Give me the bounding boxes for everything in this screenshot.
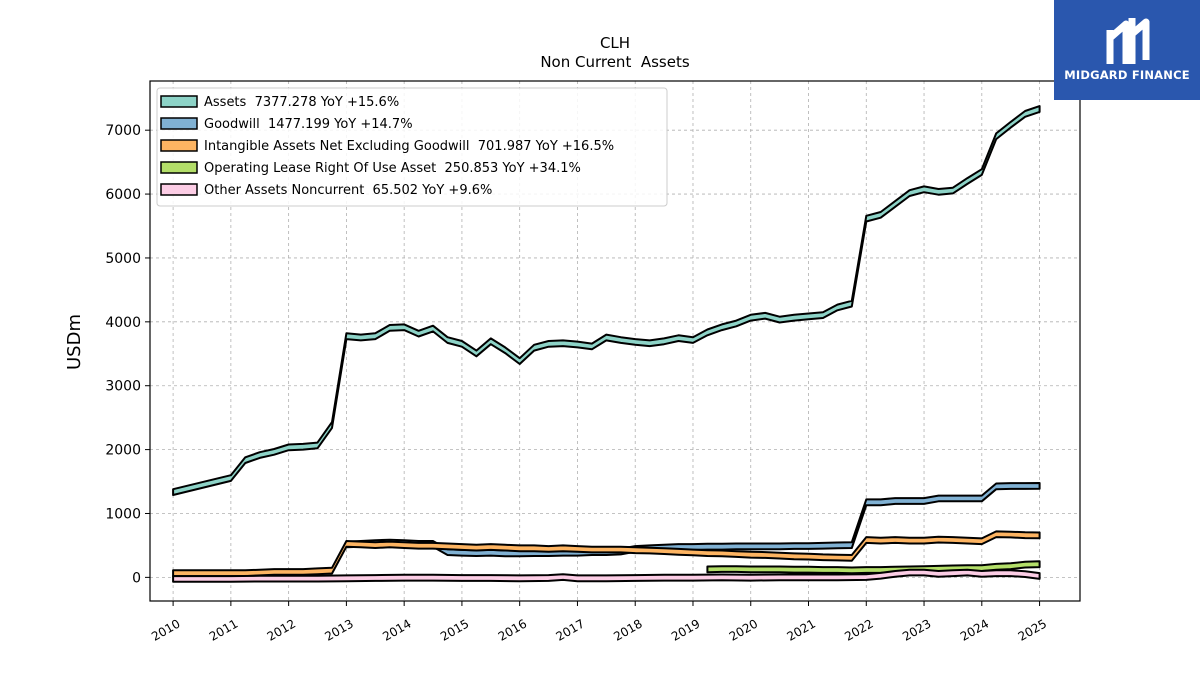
legend-swatch <box>160 161 198 174</box>
y-axis-label: USDm <box>64 314 85 370</box>
x-tick-label: 2021 <box>785 616 818 643</box>
x-tick-label: 2010 <box>149 616 182 643</box>
legend-entry: Goodwill 1477.199 YoY +14.7% <box>204 117 413 132</box>
logo-text: MIDGARD FINANCE <box>1064 68 1190 82</box>
legend-entry: Intangible Assets Net Excluding Goodwill… <box>204 139 614 154</box>
x-tick-label: 2012 <box>265 616 298 643</box>
x-tick-label: 2018 <box>611 616 644 643</box>
y-tick-label: 1000 <box>105 506 141 522</box>
legend-swatch <box>160 139 198 152</box>
x-tick-label: 2020 <box>727 616 760 643</box>
x-tick-label: 2015 <box>438 616 471 643</box>
series-band-5 <box>172 568 1041 583</box>
y-tick-label: 4000 <box>105 315 141 331</box>
legend-swatch <box>160 183 198 196</box>
y-tick-label: 7000 <box>105 123 141 139</box>
x-tick-label: 2016 <box>496 616 529 643</box>
x-tick-label: 2024 <box>958 616 991 643</box>
x-tick-label: 2013 <box>322 616 355 643</box>
y-tick-label: 2000 <box>105 443 141 459</box>
y-tick-label: 3000 <box>105 379 141 395</box>
legend-swatch <box>160 95 198 108</box>
x-tick-label: 2022 <box>842 616 875 643</box>
plot-area: 0 1000 2000 3000 4000 5000 6000 7000 2010 2011 201… <box>105 80 1081 644</box>
y-tick-label: 6000 <box>105 187 141 203</box>
plot-frame <box>149 80 1081 602</box>
x-tick-label: 2017 <box>553 616 586 643</box>
chart-title: CLH <box>600 34 630 52</box>
x-tick-label: 2011 <box>207 616 240 643</box>
series-band-1 <box>172 105 1041 496</box>
x-tick-label: 2025 <box>1016 616 1049 643</box>
x-tick-label: 2014 <box>380 616 413 643</box>
y-tick-label: 5000 <box>105 251 141 267</box>
series-band-3 <box>172 530 1041 578</box>
legend-entry: Other Assets Noncurrent 65.502 YoY +9.6% <box>204 183 492 198</box>
legend-entry: Assets 7377.278 YoY +15.6% <box>204 95 399 110</box>
x-tick-label: 2019 <box>669 616 702 643</box>
legend-swatch <box>160 117 198 130</box>
y-tick-label: 0 <box>132 570 141 586</box>
chart-subtitle: Non Current Assets <box>540 53 690 71</box>
legend-entry: Operating Lease Right Of Use Asset 250.8… <box>204 161 581 176</box>
brand-logo: MIDGARD FINANCE <box>1054 0 1200 100</box>
legend-box <box>156 87 668 207</box>
x-tick-label: 2023 <box>900 616 933 643</box>
midgard-logo-icon <box>1106 18 1150 64</box>
